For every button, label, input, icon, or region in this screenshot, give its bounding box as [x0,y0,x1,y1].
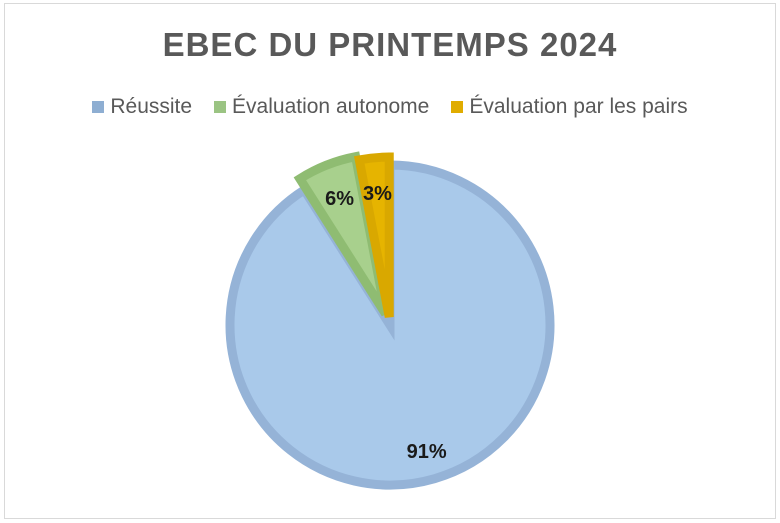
legend-swatch-evaluation-par-les-pairs [451,101,464,113]
legend-label-evaluation-par-les-pairs: Évaluation par les pairs [469,95,688,118]
data-label-reussite: 91% [407,441,447,463]
pie-slice-reussite [225,160,555,490]
legend: Réussite Évaluation autonome Évaluation … [0,95,780,119]
legend-item-evaluation-autonome: Évaluation autonome [214,95,429,119]
chart-title: EBEC DU PRINTEMPS 2024 [162,26,618,63]
legend-swatch-evaluation-autonome [214,101,227,113]
pie-slice-evaluation-par-les-pairs [354,152,394,318]
data-label-evaluation-autonome: 6% [325,188,354,210]
legend-label-reussite: Réussite [110,95,193,118]
legend-label-evaluation-autonome: Évaluation autonome [232,95,430,118]
legend-swatch-reussite [92,101,105,113]
legend-item-reussite: Réussite [92,95,192,119]
data-label-evaluation-par-les-pairs: 3% [363,183,392,205]
legend-item-evaluation-par-les-pairs: Évaluation par les pairs [451,95,688,119]
